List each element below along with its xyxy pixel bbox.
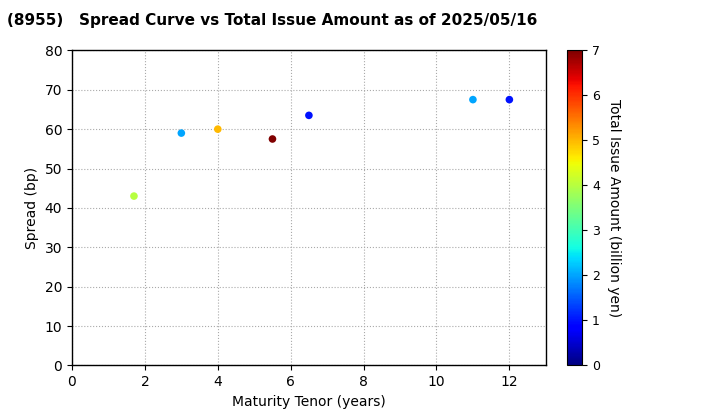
Y-axis label: Spread (bp): Spread (bp) — [25, 167, 39, 249]
Point — [266, 136, 278, 142]
X-axis label: Maturity Tenor (years): Maturity Tenor (years) — [232, 395, 386, 409]
Point — [303, 112, 315, 119]
Text: (8955)   Spread Curve vs Total Issue Amount as of 2025/05/16: (8955) Spread Curve vs Total Issue Amoun… — [7, 13, 538, 28]
Y-axis label: Total Issue Amount (billion yen): Total Issue Amount (billion yen) — [607, 99, 621, 317]
Point — [212, 126, 223, 132]
Point — [128, 193, 140, 199]
Point — [467, 96, 479, 103]
Point — [503, 96, 515, 103]
Point — [176, 130, 187, 136]
